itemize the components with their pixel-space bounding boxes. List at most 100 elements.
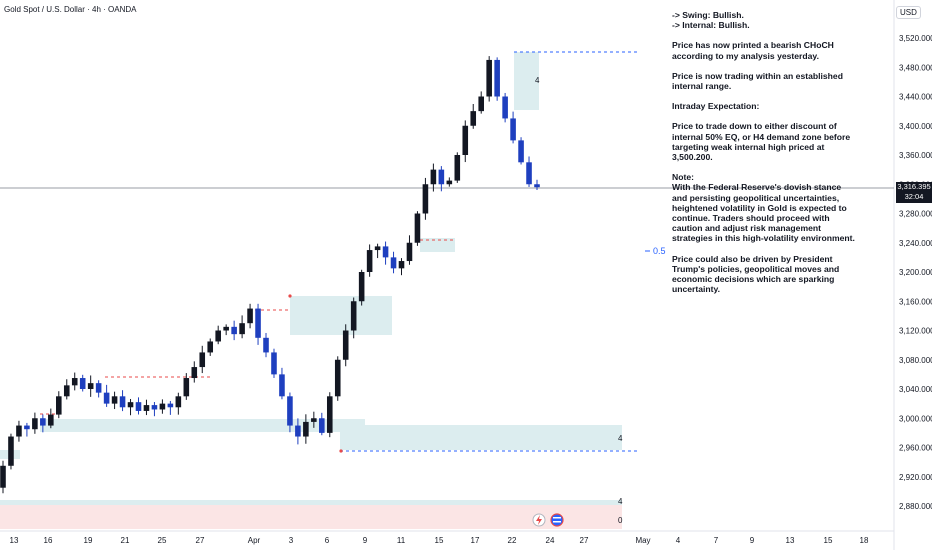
us-flag-event-icon[interactable] [550,513,564,527]
x-tick-label: May [635,536,650,545]
zone-label: 4 [618,497,623,506]
y-tick-label: 3,200.000 [899,268,932,277]
x-tick-label: 15 [435,536,444,545]
candle-body [95,383,102,393]
x-tick-label: 18 [860,536,869,545]
candle-body [486,59,492,97]
y-tick-label: 3,400.000 [899,122,932,131]
lightning-event-icon[interactable] [532,513,546,527]
low-zone [0,500,622,505]
candle-body [255,308,261,338]
note-paragraph: Price is now trading within an establish… [672,70,843,92]
x-tick-label: 27 [580,536,589,545]
candle-body [199,352,206,368]
candle-body [231,326,237,335]
candle-body [135,402,142,411]
candle-body [247,308,253,324]
candle-body [167,403,174,408]
candle-body [263,337,269,353]
x-tick-label: 22 [508,536,517,545]
candle-body [478,96,484,112]
x-tick-label: Apr [248,536,261,545]
y-tick-label: 3,240.000 [899,239,932,248]
x-axis: 13 16 19 21 25 27 Apr 3 6 9 11 15 17 22 24 27 May 4 7 9 13 15… [10,536,869,545]
candle-body [319,418,325,433]
note-heading: Note: [672,172,694,183]
candle-body [151,405,158,410]
candle-body [326,396,333,433]
candle-body [207,341,214,353]
x-tick-label: 4 [676,536,681,545]
x-tick-label: 9 [363,536,368,545]
x-tick-label: 16 [44,536,53,545]
candle-body [119,396,126,408]
note-paragraph: Price has now printed a bearish CHoCH ac… [672,40,834,61]
candle-body [430,169,437,185]
x-tick-label: 6 [325,536,330,545]
candle-body [470,111,477,126]
candle-body [79,378,86,389]
ob-zone [420,238,455,252]
x-tick-label: 13 [786,536,795,545]
x-tick-label: 13 [10,536,19,545]
x-tick-label: 9 [750,536,755,545]
candle-body [311,418,317,422]
y-tick-label: 3,440.000 [899,93,932,102]
x-tick-label: 19 [84,536,93,545]
candle-body [454,155,461,181]
candle-body [71,378,78,386]
candle-body [303,421,309,437]
candle-body [223,326,229,331]
candle-body [87,383,94,389]
candle-body [175,396,182,408]
candle-body [159,403,166,410]
candle-body [462,125,469,155]
pink-zone [0,505,622,529]
candle-body [422,184,429,214]
current-price-value: 3,316.395 [897,182,931,191]
candle-body [127,402,134,408]
x-tick-label: 27 [196,536,205,545]
candle-body [502,96,508,119]
candle-body [390,257,397,269]
x-tick-label: 11 [397,536,406,545]
x-tick-label: 17 [471,536,480,545]
candle-body [40,418,46,426]
premium-zone [514,52,539,110]
candle-body [63,385,70,397]
candle-body [494,59,500,97]
bar-countdown: 32:04 [904,192,924,201]
x-tick-label: 3 [289,536,294,545]
candle-body [534,184,540,188]
analysis-note: -> Swing: Bullish. -> Internal: Bullish.… [672,10,857,304]
price-scale[interactable] [894,0,932,550]
candle-body [358,272,365,302]
candle-body [111,396,118,404]
y-tick-label: 3,160.000 [899,297,932,306]
candle-body [446,180,453,185]
y-tick-label: 2,880.000 [899,502,932,511]
x-tick-label: 21 [121,536,130,545]
y-tick-label: 3,480.000 [899,63,932,72]
x-tick-label: 7 [714,536,719,545]
candle-body [526,162,532,185]
h4-demand-zone [340,425,622,450]
zone-label: 4 [535,76,540,85]
candle-body [143,405,150,411]
candle-body [183,378,190,397]
zone-label: 4 [618,434,623,443]
note-line: -> Swing: Bullish. [672,10,744,20]
y-tick-label: 3,280.000 [899,210,932,219]
supply-zone [290,296,392,335]
candle-body [16,425,22,437]
candle-body [279,374,285,397]
candle-body [398,261,405,269]
note-paragraph: With the Federal Reserve's dovish stance… [672,182,855,244]
currency-button[interactable]: USD [896,6,921,19]
fib-level-label: 0.5 [653,246,666,256]
candle-body [414,213,421,243]
demand-zone-upper [40,419,365,432]
candle-body [406,242,413,262]
symbol-title[interactable]: Gold Spot / U.S. Dollar · 4h · OANDA [4,5,137,14]
